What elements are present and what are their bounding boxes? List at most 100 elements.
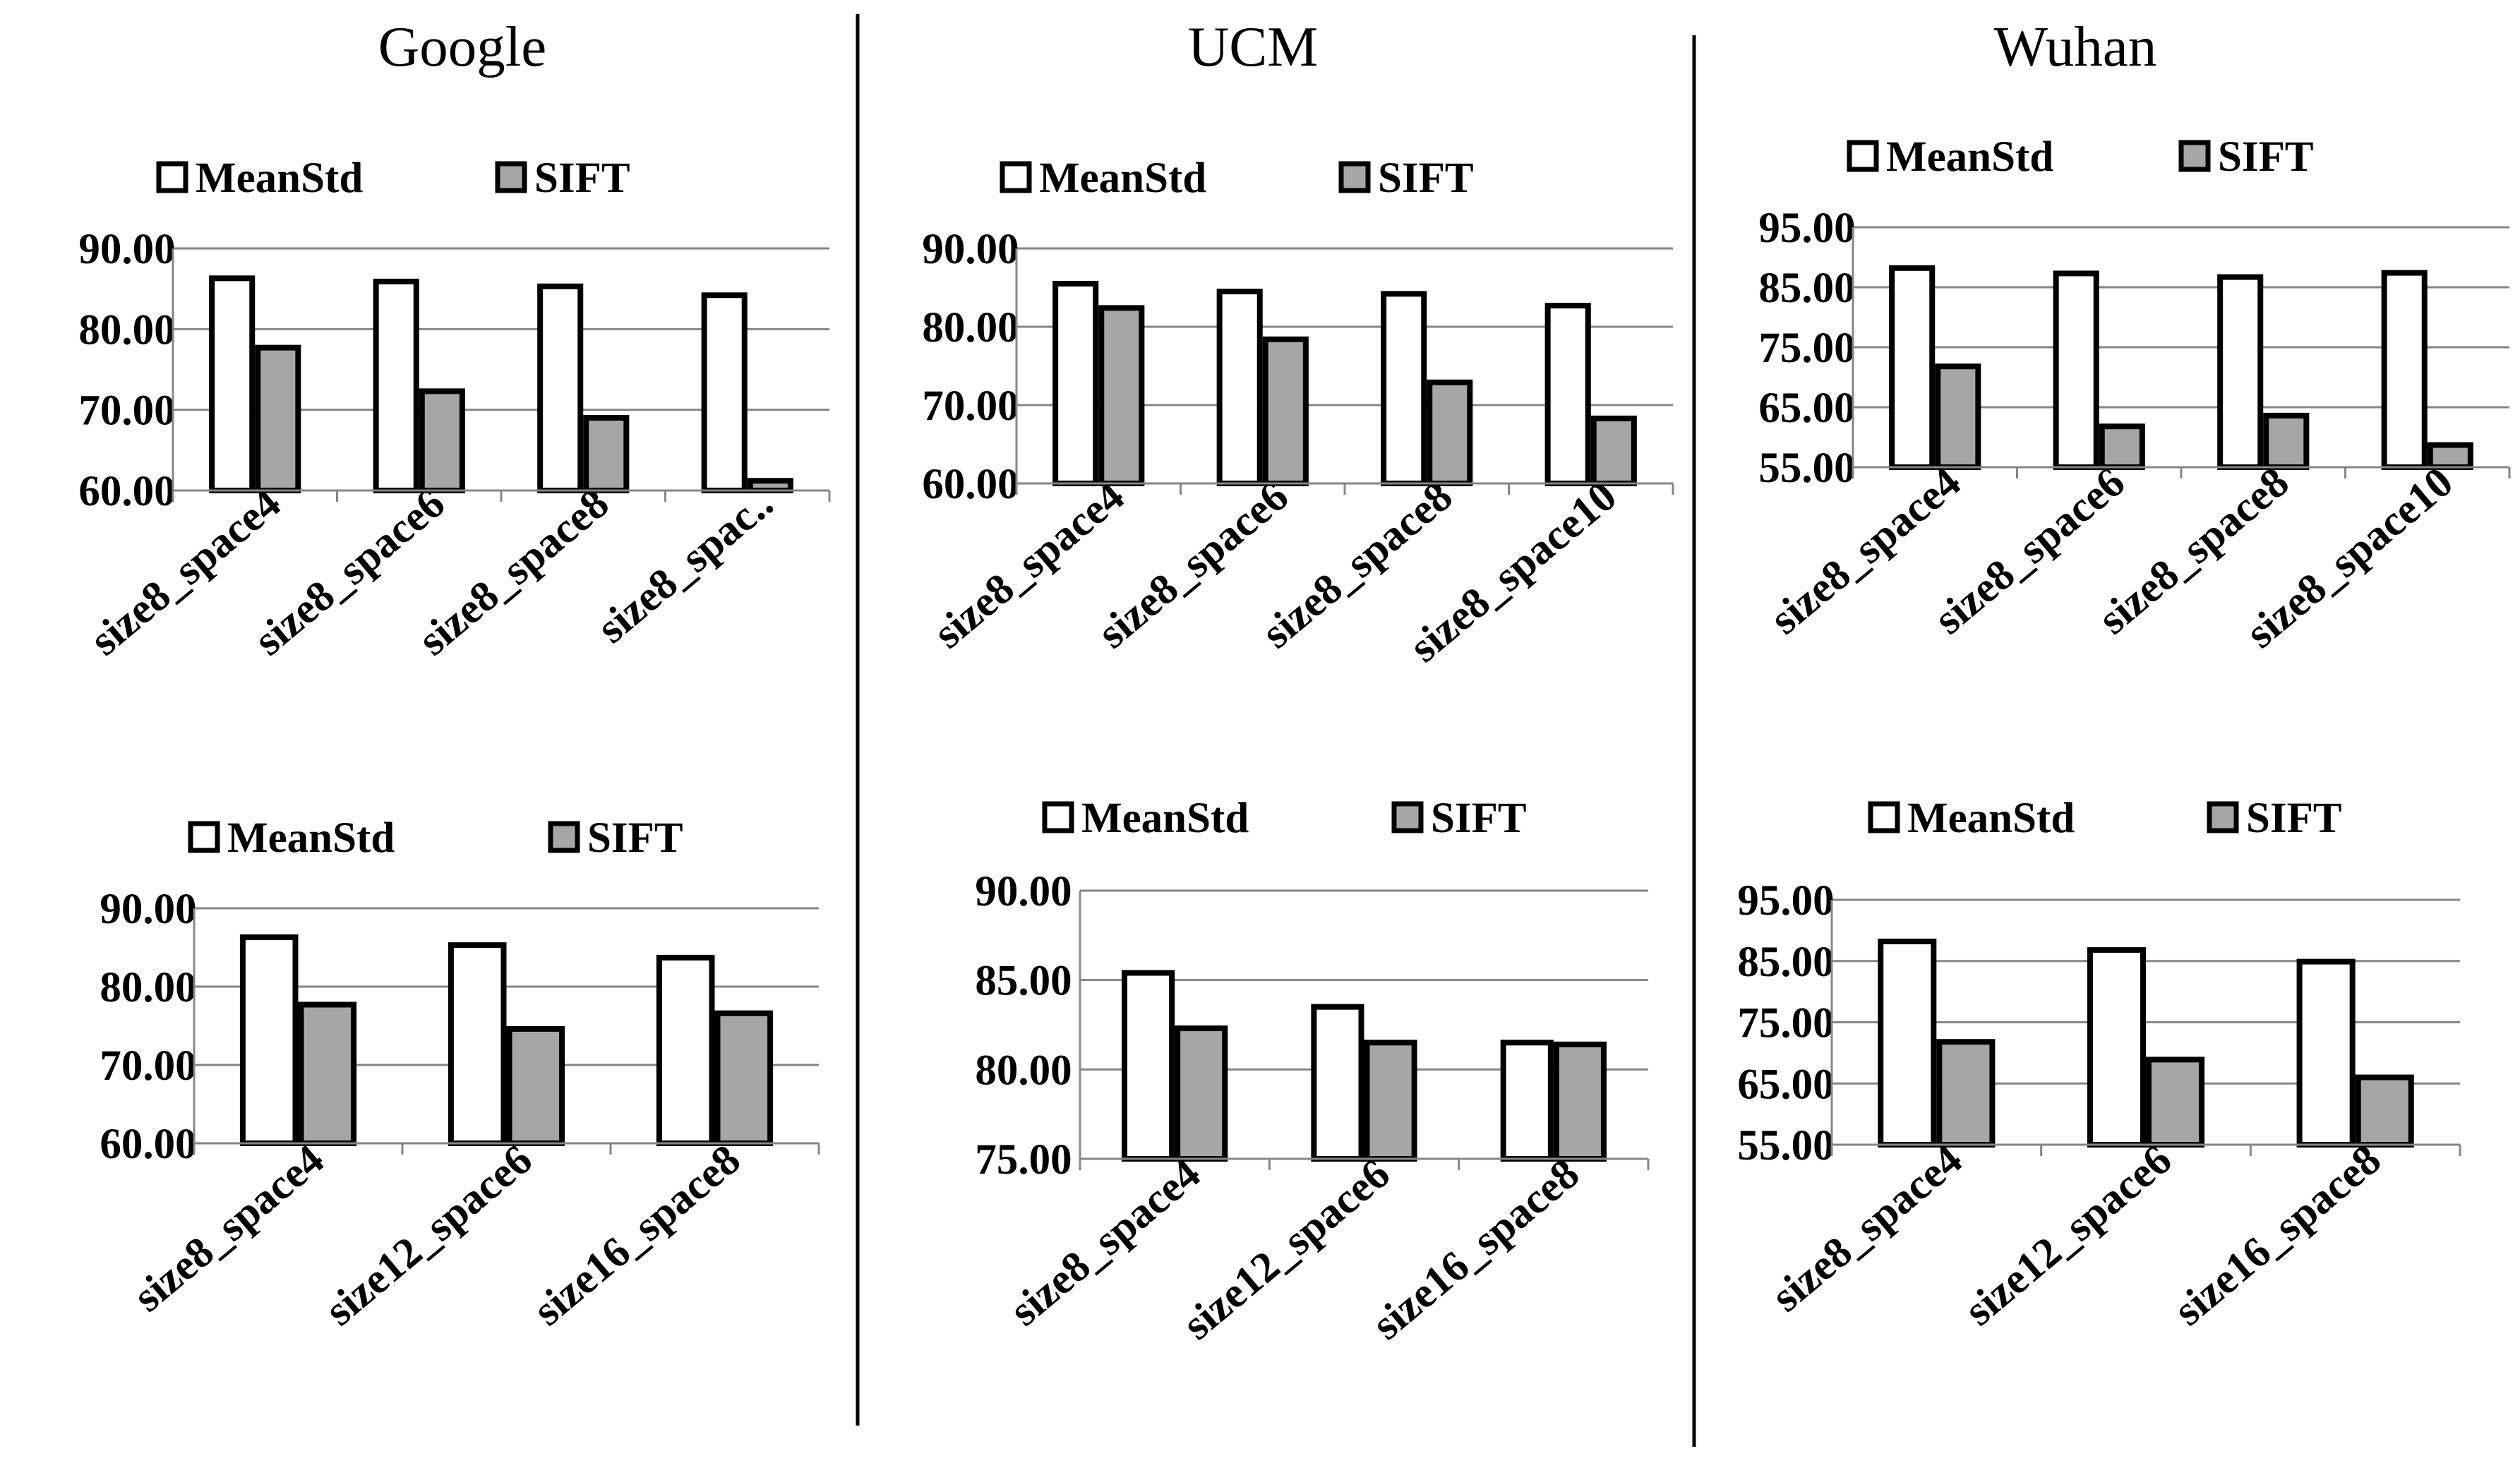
- chart-wuhan-spacing: 55.0065.0075.0085.0095.00size8_space4siz…: [1758, 133, 2511, 658]
- bar-meanstd: [448, 942, 507, 1147]
- bar-sift: [298, 1001, 357, 1147]
- legend-label-sift: SIFT: [587, 814, 683, 862]
- charts-layer: 60.0070.0080.0090.00size8_space4size8_sp…: [78, 133, 2511, 1349]
- bar-meanstd: [373, 278, 419, 493]
- bar-sift: [2146, 1056, 2205, 1148]
- bar-meanstd: [1500, 1040, 1554, 1162]
- y-tick-label: 85.00: [975, 958, 1072, 1005]
- x-category-label: size12_space6: [1174, 1150, 1398, 1349]
- chart-google-size: 60.0070.0080.0090.00size8_space4size12_s…: [100, 814, 820, 1335]
- y-tick-label: 90.00: [975, 868, 1072, 915]
- legend-label-meanstd: MeanStd: [196, 155, 363, 202]
- bar-meanstd: [1381, 291, 1427, 486]
- x-category-label: size16_space8: [1364, 1150, 1588, 1349]
- bar-meanstd: [1122, 970, 1175, 1162]
- bar-meanstd: [1544, 303, 1591, 486]
- bar-sift: [1590, 415, 1637, 486]
- y-tick-label: 85.00: [1758, 265, 1855, 312]
- column-title-ucm: UCM: [1188, 15, 1319, 78]
- bar-meanstd: [2053, 270, 2099, 470]
- legend-swatch-sift: [1391, 801, 1424, 833]
- y-tick-label: 80.00: [78, 306, 175, 354]
- bar-sift: [1364, 1040, 1417, 1162]
- x-category-label: size16_space8: [2165, 1136, 2389, 1335]
- y-tick-label: 65.00: [1737, 1061, 1834, 1108]
- legend-swatch-sift: [1338, 161, 1371, 193]
- bar-sift: [2099, 423, 2145, 471]
- legend-swatch-sift: [548, 821, 580, 853]
- bar-sift: [419, 388, 465, 493]
- legend-label-sift: SIFT: [2246, 795, 2342, 842]
- legend-swatch-meanstd: [1000, 161, 1032, 193]
- x-category-label: size8_spac..: [589, 479, 782, 652]
- legend-label-meanstd: MeanStd: [1907, 795, 2075, 842]
- legend-swatch-meanstd: [1868, 801, 1900, 833]
- bar-meanstd: [2087, 947, 2147, 1148]
- bar-sift: [1098, 305, 1145, 486]
- y-tick-label: 60.00: [78, 468, 175, 515]
- bar-sift: [1553, 1041, 1607, 1162]
- bar-sift: [2263, 412, 2310, 471]
- chart-ucm-spacing: 60.0070.0080.0090.00size8_space4size8_sp…: [922, 155, 1674, 672]
- legend-swatch-meanstd: [1042, 801, 1074, 833]
- bar-meanstd: [1311, 1004, 1364, 1162]
- bar-sift: [2355, 1074, 2414, 1148]
- y-tick-label: 75.00: [1758, 325, 1855, 372]
- x-category-label: size12_space6: [316, 1136, 541, 1335]
- legend-label-sift: SIFT: [1378, 155, 1474, 202]
- bar-sift: [255, 344, 301, 493]
- y-tick-label: 90.00: [78, 226, 175, 273]
- y-tick-label: 70.00: [100, 1042, 196, 1090]
- bar-sift: [1936, 1039, 1996, 1148]
- legend-label-meanstd: MeanStd: [1886, 133, 2053, 181]
- legend-label-meanstd: MeanStd: [1039, 155, 1206, 202]
- y-tick-label: 80.00: [922, 304, 1019, 351]
- y-tick-label: 70.00: [922, 383, 1019, 430]
- x-category-label: size16_space8: [524, 1136, 749, 1335]
- bar-meanstd: [2296, 958, 2356, 1148]
- bar-meanstd: [1889, 265, 1936, 470]
- y-tick-label: 80.00: [975, 1047, 1072, 1094]
- y-tick-label: 60.00: [922, 461, 1019, 508]
- bar-meanstd: [239, 934, 299, 1146]
- y-tick-label: 95.00: [1758, 205, 1855, 252]
- y-tick-label: 60.00: [100, 1121, 196, 1168]
- bar-meanstd: [701, 292, 748, 493]
- legend-swatch-meanstd: [156, 161, 188, 193]
- x-category-label: size12_space6: [1956, 1136, 2180, 1335]
- y-tick-label: 90.00: [100, 886, 196, 933]
- y-tick-label: 80.00: [100, 964, 196, 1011]
- legend-swatch-sift: [2207, 801, 2239, 833]
- y-tick-label: 95.00: [1737, 877, 1834, 925]
- chart-google-spacing: 60.0070.0080.0090.00size8_space4size8_sp…: [78, 155, 831, 665]
- bar-sift: [1262, 336, 1309, 487]
- legend-swatch-sift: [2178, 140, 2211, 172]
- bar-sift: [583, 415, 630, 493]
- bar-sift: [1935, 363, 1981, 471]
- y-tick-label: 70.00: [78, 387, 175, 435]
- bar-meanstd: [2217, 274, 2264, 470]
- bar-meanstd: [537, 283, 584, 493]
- bar-sift: [1175, 1025, 1228, 1162]
- chart-ucm-size: 75.0080.0085.0090.00size8_space4size12_s…: [975, 795, 1650, 1349]
- legend-label-sift: SIFT: [534, 155, 630, 202]
- column-title-wuhan: Wuhan: [1994, 15, 2157, 78]
- bar-sift: [2427, 442, 2473, 470]
- y-tick-label: 75.00: [975, 1136, 1072, 1184]
- bar-meanstd: [209, 275, 256, 493]
- column-title-google: Google: [378, 15, 546, 78]
- legend-label-meanstd: MeanStd: [227, 814, 395, 862]
- y-tick-label: 75.00: [1737, 1000, 1834, 1047]
- y-tick-label: 85.00: [1737, 939, 1834, 986]
- bar-sift: [506, 1025, 565, 1146]
- legend-label-meanstd: MeanStd: [1081, 795, 1249, 842]
- legend-swatch-meanstd: [188, 821, 220, 853]
- bar-meanstd: [1216, 289, 1263, 486]
- bar-meanstd: [2381, 270, 2428, 470]
- legend-label-sift: SIFT: [2218, 133, 2314, 181]
- y-tick-label: 65.00: [1758, 385, 1855, 432]
- bar-sift: [1427, 379, 1473, 486]
- legend-swatch-sift: [495, 161, 527, 193]
